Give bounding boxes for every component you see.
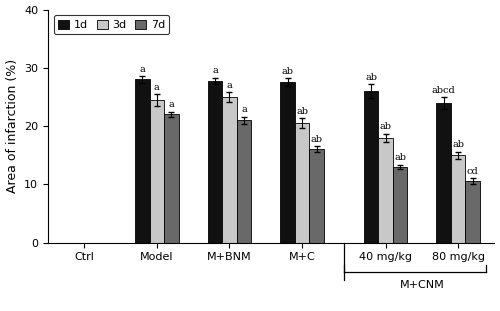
Text: ab: ab <box>365 73 377 82</box>
Bar <box>222 97 236 243</box>
Text: ab: ab <box>394 153 406 162</box>
Text: a: a <box>154 83 160 92</box>
Bar <box>466 181 480 243</box>
Text: a: a <box>212 66 218 75</box>
Text: a: a <box>140 65 145 74</box>
Text: a: a <box>241 105 247 114</box>
Bar <box>436 103 451 243</box>
Text: cd: cd <box>467 167 478 176</box>
Bar <box>150 100 164 243</box>
Bar <box>208 81 222 243</box>
Text: ab: ab <box>296 107 308 116</box>
Text: a: a <box>168 100 174 109</box>
Bar <box>280 82 295 243</box>
Bar <box>378 138 393 243</box>
Text: ab: ab <box>380 122 392 131</box>
Bar <box>393 167 407 243</box>
Text: ab: ab <box>282 67 294 76</box>
Text: ab: ab <box>310 135 322 144</box>
Bar <box>164 114 178 243</box>
Bar <box>364 91 378 243</box>
Y-axis label: Area of infarction (%): Area of infarction (%) <box>6 59 18 193</box>
Bar <box>451 155 466 243</box>
Text: M+CNM: M+CNM <box>400 281 444 290</box>
Bar <box>135 80 150 243</box>
Bar <box>310 149 324 243</box>
Text: a: a <box>226 81 232 90</box>
Bar <box>236 120 251 243</box>
Text: abcd: abcd <box>432 86 456 95</box>
Text: ab: ab <box>452 140 464 149</box>
Bar <box>295 123 310 243</box>
Legend: 1d, 3d, 7d: 1d, 3d, 7d <box>54 15 170 35</box>
